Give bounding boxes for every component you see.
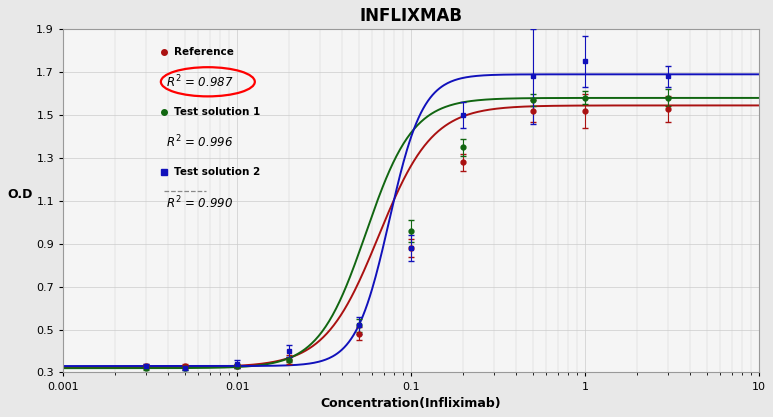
Text: Test solution 1: Test solution 1 <box>175 107 261 117</box>
Y-axis label: O.D: O.D <box>7 188 32 201</box>
Text: Test solution 2: Test solution 2 <box>175 167 261 177</box>
Title: INFLIXMAB: INFLIXMAB <box>359 7 462 25</box>
Text: $R^2$ = 0.987: $R^2$ = 0.987 <box>166 73 233 90</box>
Text: Reference: Reference <box>175 47 234 57</box>
Text: $R^2$ = 0.990: $R^2$ = 0.990 <box>166 194 233 211</box>
Text: $R^2$ = 0.996: $R^2$ = 0.996 <box>166 134 233 151</box>
X-axis label: Concentration(Infliximab): Concentration(Infliximab) <box>321 397 502 410</box>
